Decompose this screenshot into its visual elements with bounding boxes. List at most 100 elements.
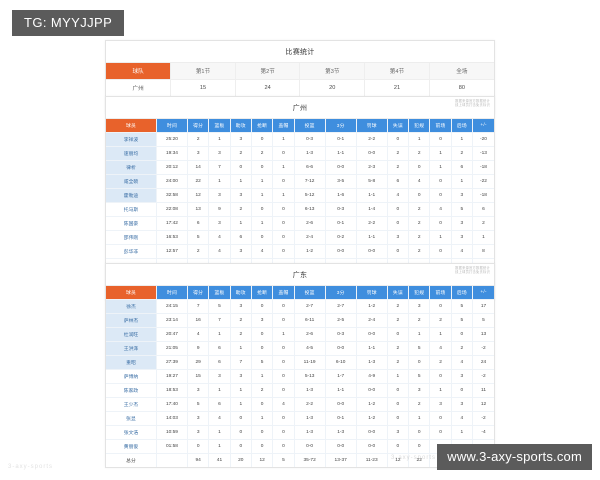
team-b-stat-cell: 4 bbox=[451, 355, 474, 370]
team-a-stat-cell: 0-0 bbox=[356, 244, 388, 259]
team-b-col-header-6: 盖帽 bbox=[272, 286, 295, 300]
team-a-stat-cell: 4 bbox=[208, 244, 231, 259]
summary-cell: 20 bbox=[299, 79, 366, 97]
team-a-stat-cell: 0 bbox=[272, 202, 295, 217]
team-a-stat-cell: 2 bbox=[387, 146, 410, 161]
team-a-stat-cell: 4 bbox=[408, 174, 431, 189]
team-a-stat-cell: 0 bbox=[272, 216, 295, 231]
team-b-stat-cell: 1-3 bbox=[294, 383, 326, 398]
team-a-stat-cell: 3 bbox=[451, 188, 474, 203]
summary-cell: 21 bbox=[364, 79, 430, 97]
team-b-stat-cell: 2-7 bbox=[325, 299, 357, 314]
team-b-stat-cell: 29 bbox=[187, 355, 210, 370]
team-a-stat-cell: 8 bbox=[472, 244, 494, 259]
team-a-stat-cell: 2-3 bbox=[356, 160, 388, 175]
team-b-stat-cell: 7 bbox=[187, 299, 210, 314]
team-b-stat-cell: 0 bbox=[251, 299, 274, 314]
team-b-stat-cell: 1 bbox=[451, 425, 474, 440]
team-a-stat-cell: 3 bbox=[230, 244, 252, 259]
team-b-stat-cell bbox=[156, 453, 188, 467]
team-a-stat-cell: 1 bbox=[272, 132, 295, 147]
team-a-stat-cell: 6 bbox=[187, 216, 210, 231]
team-b-stat-cell: 0 bbox=[272, 425, 295, 440]
team-b-stat-cell: 0 bbox=[429, 411, 452, 426]
team-b-stat-cell: 4 bbox=[451, 411, 474, 426]
table-row: 彭华非 12:57 2 4 3 4 0 1-2 0-0 0-0 0 2 0 4 8 bbox=[106, 244, 494, 259]
team-b-stat-cell: 0 bbox=[429, 425, 452, 440]
team-b-stat-cell: 5 bbox=[208, 299, 231, 314]
team-a-stat-cell: 0 bbox=[251, 230, 274, 245]
team-a-player-name: 咸全硕 bbox=[106, 174, 157, 189]
summary-col-header-1: 第1节 bbox=[170, 63, 236, 80]
team-b-stat-cell: 0 bbox=[387, 383, 410, 398]
team-b-col-header-9: 罚球 bbox=[356, 286, 388, 300]
team-a-stat-cell: 0 bbox=[408, 160, 431, 175]
team-b-stat-cell: 1 bbox=[208, 425, 231, 440]
table-row: 王少杰 17:40 5 6 1 0 4 2-2 0-0 1-2 0 2 3 3 12 bbox=[106, 397, 494, 412]
team-b-player-name: 萨林杰 bbox=[106, 313, 157, 328]
team-a-col-header-5: 抢断 bbox=[251, 119, 274, 133]
team-a-stat-cell: 5-8 bbox=[356, 174, 388, 189]
team-b-stat-cell: 0 bbox=[272, 439, 295, 454]
table-row: 李祥波 25:20 2 1 3 0 1 0-3 0-1 2-2 0 1 0 1 -20 bbox=[106, 132, 494, 147]
table-row: 杜润旺 20:47 4 1 2 0 1 2-6 0-3 0-0 0 1 1 0 13 bbox=[106, 327, 494, 342]
summary-row: 广州 15 24 20 21 80 bbox=[106, 79, 494, 97]
team-a-stat-cell: 0-3 bbox=[294, 132, 326, 147]
team-b-stat-cell: 1-2 bbox=[356, 411, 388, 426]
team-b-stat-cell: 1 bbox=[408, 411, 431, 426]
team-a-col-header-9: 罚球 bbox=[356, 119, 388, 133]
team-a-stat-cell: 1 bbox=[451, 174, 474, 189]
team-b-stat-cell: 1 bbox=[230, 397, 252, 412]
team-b-title: 广东 数据来源官方数据统计 线上球员打击免责标识 bbox=[106, 264, 494, 286]
team-a-stat-cell: 0 bbox=[387, 132, 410, 147]
team-a-stat-cell: 0 bbox=[230, 160, 252, 175]
team-b-stat-cell: 41 bbox=[208, 453, 231, 467]
team-b-stat-cell: 27:39 bbox=[156, 355, 188, 370]
team-b-stat-cell: 4-9 bbox=[356, 369, 388, 384]
team-a-stat-cell: -18 bbox=[472, 160, 494, 175]
team-a-player-name: 李祥波 bbox=[106, 132, 157, 147]
team-b-stat-cell: 21:05 bbox=[156, 341, 188, 356]
team-b-stat-cell: 0 bbox=[230, 439, 252, 454]
team-a-stat-cell: 2 bbox=[408, 244, 431, 259]
team-b-stat-cell: 0 bbox=[251, 341, 274, 356]
team-b-stat-cell: 2-2 bbox=[294, 397, 326, 412]
team-a-stat-cell: 0 bbox=[251, 202, 274, 217]
team-a-col-header-2: 得分 bbox=[187, 119, 210, 133]
team-b-stat-cell: 1-1 bbox=[356, 341, 388, 356]
team-b-stat-cell: 2 bbox=[408, 397, 431, 412]
team-b-stat-cell: 2 bbox=[451, 341, 474, 356]
team-a-stat-cell: 1 bbox=[230, 174, 252, 189]
team-a-stat-cell: 0 bbox=[387, 244, 410, 259]
team-a-stat-cell: 2 bbox=[451, 146, 474, 161]
team-b-col-header-0: 球员 bbox=[106, 286, 157, 300]
team-b-stat-cell: 1 bbox=[251, 411, 274, 426]
team-b-col-header-5: 抢断 bbox=[251, 286, 274, 300]
team-a-player-name: 律析 bbox=[106, 160, 157, 175]
team-b-player-name: 黄丽俊 bbox=[106, 439, 157, 454]
team-b-stat-cell: 3 bbox=[208, 369, 231, 384]
team-b-col-header-4: 助攻 bbox=[230, 286, 252, 300]
team-a-stat-cell: 2 bbox=[408, 202, 431, 217]
team-b-player-name: 徐杰 bbox=[106, 299, 157, 314]
team-b-stat-cell: 2-5 bbox=[325, 313, 357, 328]
team-b-stat-cell: -2 bbox=[472, 411, 494, 426]
team-b-stat-cell: 3 bbox=[251, 313, 274, 328]
team-b-stat-cell: 0 bbox=[251, 439, 274, 454]
team-a-stat-cell: 0-3 bbox=[325, 202, 357, 217]
team-b-stat-cell: 2 bbox=[387, 355, 410, 370]
table-row: 托马斯 22:08 13 9 2 0 0 6-13 0-3 1-4 0 2 4 5 6 bbox=[106, 202, 494, 217]
team-b-stat-cell: 0 bbox=[272, 383, 295, 398]
team-b-stat-cell: 17:40 bbox=[156, 397, 188, 412]
team-b-stat-cell: 4 bbox=[272, 397, 295, 412]
team-a-stat-cell: 6-13 bbox=[294, 202, 326, 217]
team-b-player-name: 总分 bbox=[106, 453, 157, 467]
team-a-stat-cell: 0 bbox=[429, 216, 452, 231]
team-b-stat-cell: 3 bbox=[187, 383, 210, 398]
team-a-stat-cell: 1 bbox=[429, 160, 452, 175]
team-b-stat-cell: 6 bbox=[208, 341, 231, 356]
team-b-stat-cell: 1-3 bbox=[325, 425, 357, 440]
team-b-stat-cell: 20 bbox=[230, 453, 252, 467]
team-b-stat-cell: 3 bbox=[429, 397, 452, 412]
team-a-stat-cell: 2 bbox=[251, 146, 274, 161]
